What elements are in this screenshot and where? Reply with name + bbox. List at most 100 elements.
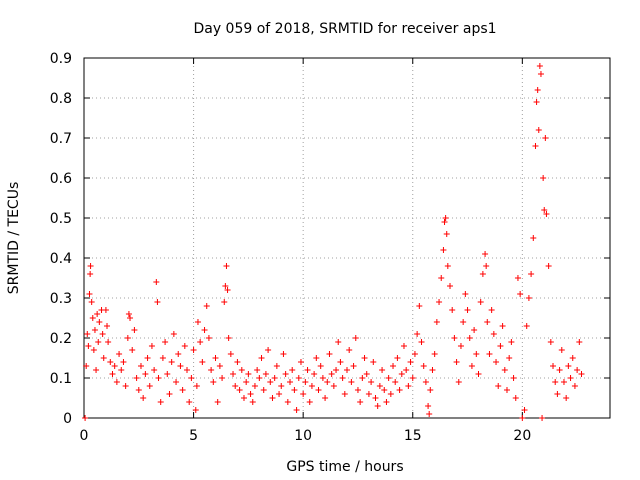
- data-point: [224, 287, 231, 293]
- data-point: [315, 387, 322, 393]
- data-point: [425, 403, 432, 409]
- data-point: [107, 359, 114, 365]
- y-tick-label: 0.5: [50, 211, 72, 227]
- data-point: [168, 359, 175, 365]
- data-point: [539, 415, 546, 421]
- data-point: [390, 363, 397, 369]
- data-point: [227, 351, 234, 357]
- data-point: [574, 367, 581, 373]
- data-point: [374, 403, 381, 409]
- data-point: [543, 211, 550, 217]
- data-point: [510, 375, 517, 381]
- data-point: [306, 399, 313, 405]
- data-point: [563, 395, 570, 401]
- x-tick-label: 0: [80, 428, 89, 444]
- data-point: [91, 327, 98, 333]
- data-point: [287, 379, 294, 385]
- data-point: [462, 291, 469, 297]
- data-point: [188, 375, 195, 381]
- data-point: [436, 299, 443, 305]
- data-point: [247, 391, 254, 397]
- data-point: [490, 331, 497, 337]
- data-point: [335, 339, 342, 345]
- data-point: [148, 343, 155, 349]
- data-point: [547, 339, 554, 345]
- data-point: [87, 263, 94, 269]
- y-tick-label: 0.8: [50, 91, 72, 107]
- data-point: [186, 399, 193, 405]
- data-point: [212, 355, 219, 361]
- data-point: [87, 271, 94, 277]
- data-point: [166, 391, 173, 397]
- data-point: [210, 379, 217, 385]
- data-point: [273, 363, 280, 369]
- data-point: [475, 371, 482, 377]
- data-point: [153, 279, 160, 285]
- data-point: [552, 379, 559, 385]
- data-point: [129, 347, 136, 353]
- y-tick-label: 0.1: [50, 371, 72, 387]
- data-point: [521, 407, 528, 413]
- data-point: [535, 127, 542, 133]
- data-point: [433, 319, 440, 325]
- data-point: [162, 339, 169, 345]
- data-point: [304, 367, 311, 373]
- data-point: [131, 327, 138, 333]
- data-point: [236, 387, 243, 393]
- data-point: [113, 379, 120, 385]
- data-point: [297, 359, 304, 365]
- data-point: [409, 375, 416, 381]
- data-point: [501, 367, 508, 373]
- data-point: [416, 303, 423, 309]
- data-point: [431, 351, 438, 357]
- y-tick-label: 0.2: [50, 331, 72, 347]
- data-point: [238, 367, 245, 373]
- data-point: [118, 367, 125, 373]
- data-point: [330, 383, 337, 389]
- data-point: [84, 331, 91, 337]
- data-point: [449, 307, 456, 313]
- data-point: [486, 351, 493, 357]
- data-point: [144, 355, 151, 361]
- y-tick-label: 0.7: [50, 131, 72, 147]
- data-point: [361, 355, 368, 361]
- data-point: [352, 335, 359, 341]
- data-point: [127, 315, 134, 321]
- data-point: [269, 395, 276, 401]
- data-point: [407, 359, 414, 365]
- data-point: [357, 399, 364, 405]
- data-point: [337, 359, 344, 365]
- data-point: [466, 335, 473, 341]
- data-point: [256, 375, 263, 381]
- data-point: [545, 263, 552, 269]
- data-point: [503, 387, 510, 393]
- data-point: [203, 303, 210, 309]
- data-point: [102, 307, 109, 313]
- data-point: [429, 367, 436, 373]
- data-point: [313, 355, 320, 361]
- data-point: [302, 379, 309, 385]
- data-point: [122, 383, 129, 389]
- data-point: [260, 387, 267, 393]
- data-point: [140, 395, 147, 401]
- data-point: [142, 371, 149, 377]
- data-point: [86, 291, 93, 297]
- data-point: [376, 383, 383, 389]
- data-point: [422, 379, 429, 385]
- data-point: [392, 379, 399, 385]
- data-point: [350, 363, 357, 369]
- data-point: [125, 311, 132, 317]
- data-point: [554, 391, 561, 397]
- data-point: [398, 371, 405, 377]
- x-axis-label: GPS time / hours: [286, 459, 403, 475]
- data-point: [550, 363, 557, 369]
- data-point: [159, 355, 166, 361]
- data-point: [460, 319, 467, 325]
- data-point: [133, 375, 140, 381]
- data-point: [193, 383, 200, 389]
- data-point: [324, 379, 331, 385]
- y-tick-label: 0.9: [50, 51, 72, 67]
- data-point: [89, 315, 96, 321]
- x-tick-label: 20: [513, 428, 531, 444]
- data-point: [199, 359, 206, 365]
